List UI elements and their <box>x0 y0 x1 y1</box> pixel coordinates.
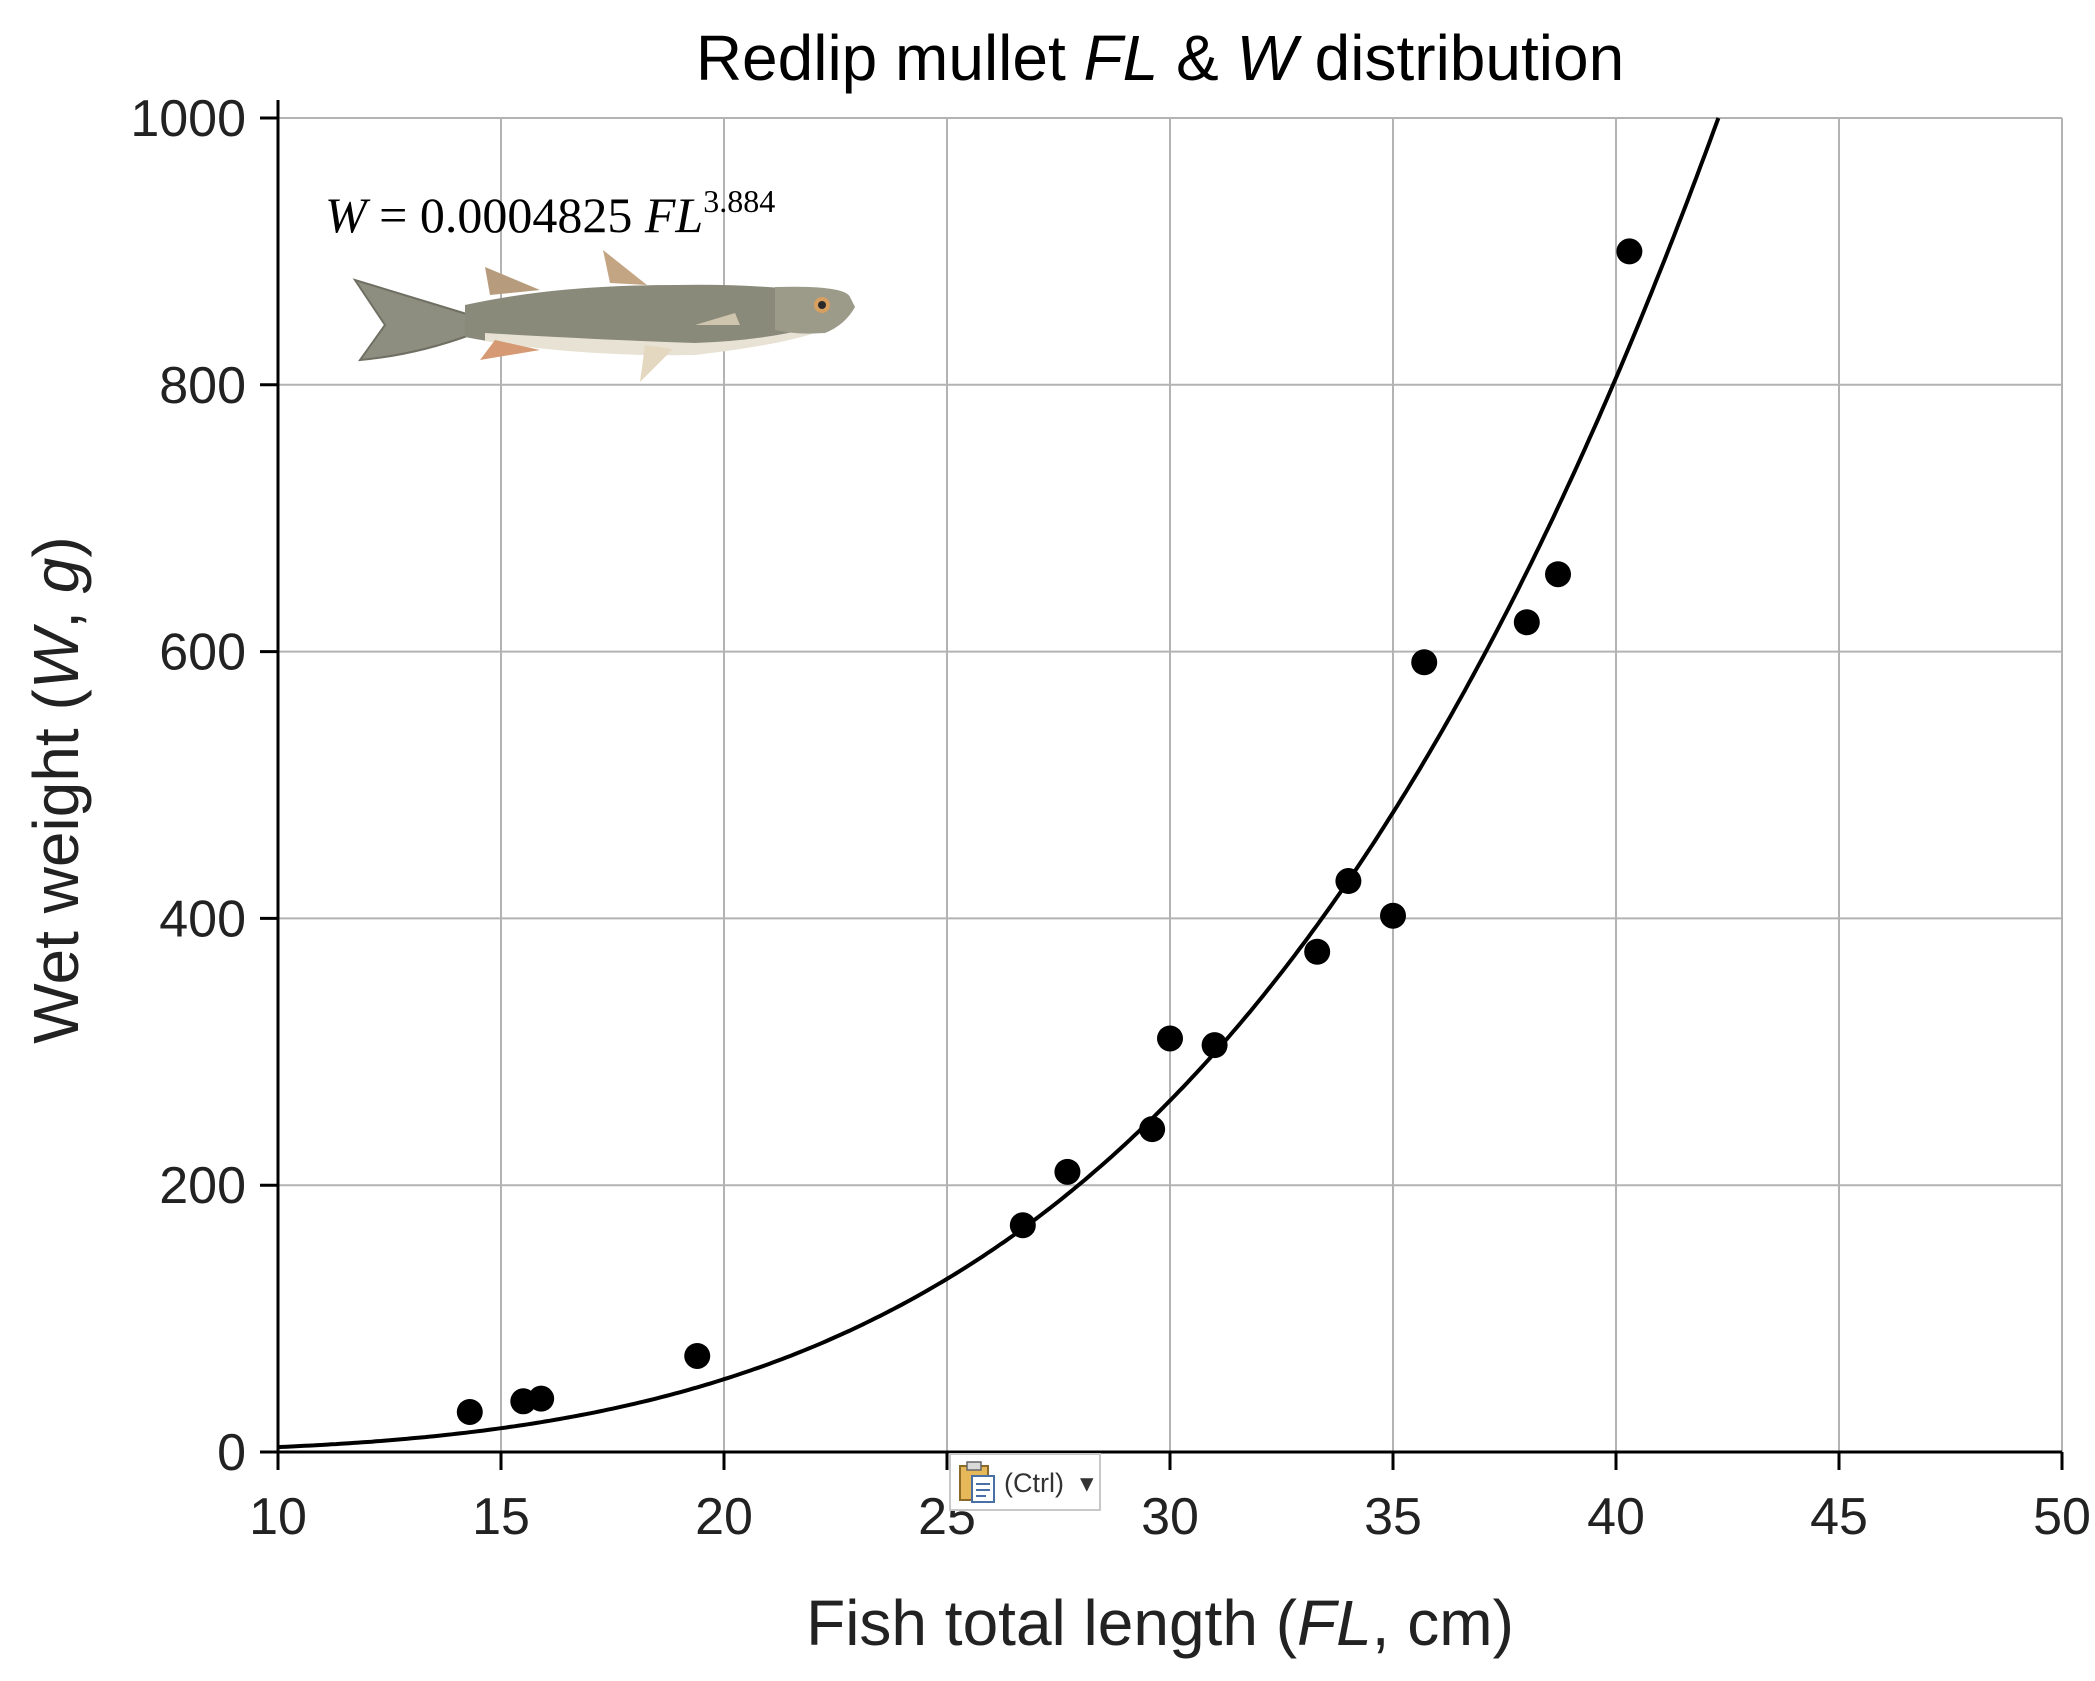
y-tick-label: 400 <box>159 890 246 948</box>
data-point <box>456 1398 483 1425</box>
y-axis-title: Wet weight (W, g) <box>20 536 92 1043</box>
ctrl-label: (Ctrl) <box>1004 1468 1064 1498</box>
data-point <box>1054 1158 1081 1185</box>
y-tick-label: 1000 <box>130 90 246 148</box>
x-tick-label: 20 <box>695 1488 753 1546</box>
data-point <box>1616 238 1643 265</box>
grid-lines <box>278 117 2063 1452</box>
y-axis-ticks: 0 200 400 600 800 1000 <box>130 90 278 1482</box>
x-axis-title: Fish total length (FL, cm) <box>806 1587 1514 1659</box>
data-point <box>1139 1116 1166 1143</box>
data-point <box>1513 609 1540 636</box>
x-tick-label: 45 <box>1810 1488 1868 1546</box>
chart-title: Redlip mullet FL & W distribution <box>696 22 1624 94</box>
y-tick-label: 800 <box>159 357 246 415</box>
data-points <box>456 238 1643 1425</box>
data-point <box>1335 868 1362 895</box>
data-point <box>1380 902 1406 929</box>
data-point <box>1009 1212 1036 1239</box>
paste-options-button[interactable]: (Ctrl) ▾ <box>949 1453 1101 1511</box>
data-point <box>1201 1032 1228 1059</box>
fit-equation: W = 0.0004825 FL3.884 <box>325 183 775 243</box>
x-tick-label: 50 <box>2033 1488 2091 1546</box>
fit-curve <box>277 117 1721 1450</box>
data-point <box>1304 938 1331 965</box>
data-point <box>684 1342 711 1369</box>
data-point <box>528 1385 555 1412</box>
data-point <box>1157 1025 1183 1052</box>
redlip-mullet-fish-icon <box>352 250 855 382</box>
x-tick-label: 35 <box>1364 1488 1422 1546</box>
x-tick-label: 40 <box>1587 1488 1645 1546</box>
y-tick-label: 200 <box>159 1157 246 1215</box>
x-tick-label: 15 <box>472 1488 530 1546</box>
data-point <box>1545 561 1572 588</box>
chevron-down-icon: ▾ <box>1080 1468 1094 1498</box>
x-axis-ticks: 10 15 20 25 30 35 40 45 50 <box>249 1452 2091 1546</box>
y-tick-label: 0 <box>217 1424 246 1482</box>
x-tick-label: 30 <box>1141 1488 1199 1546</box>
x-tick-label: 10 <box>249 1488 307 1546</box>
data-point <box>1411 649 1438 676</box>
clipboard-icon <box>959 1461 995 1503</box>
y-tick-label: 600 <box>159 624 246 682</box>
